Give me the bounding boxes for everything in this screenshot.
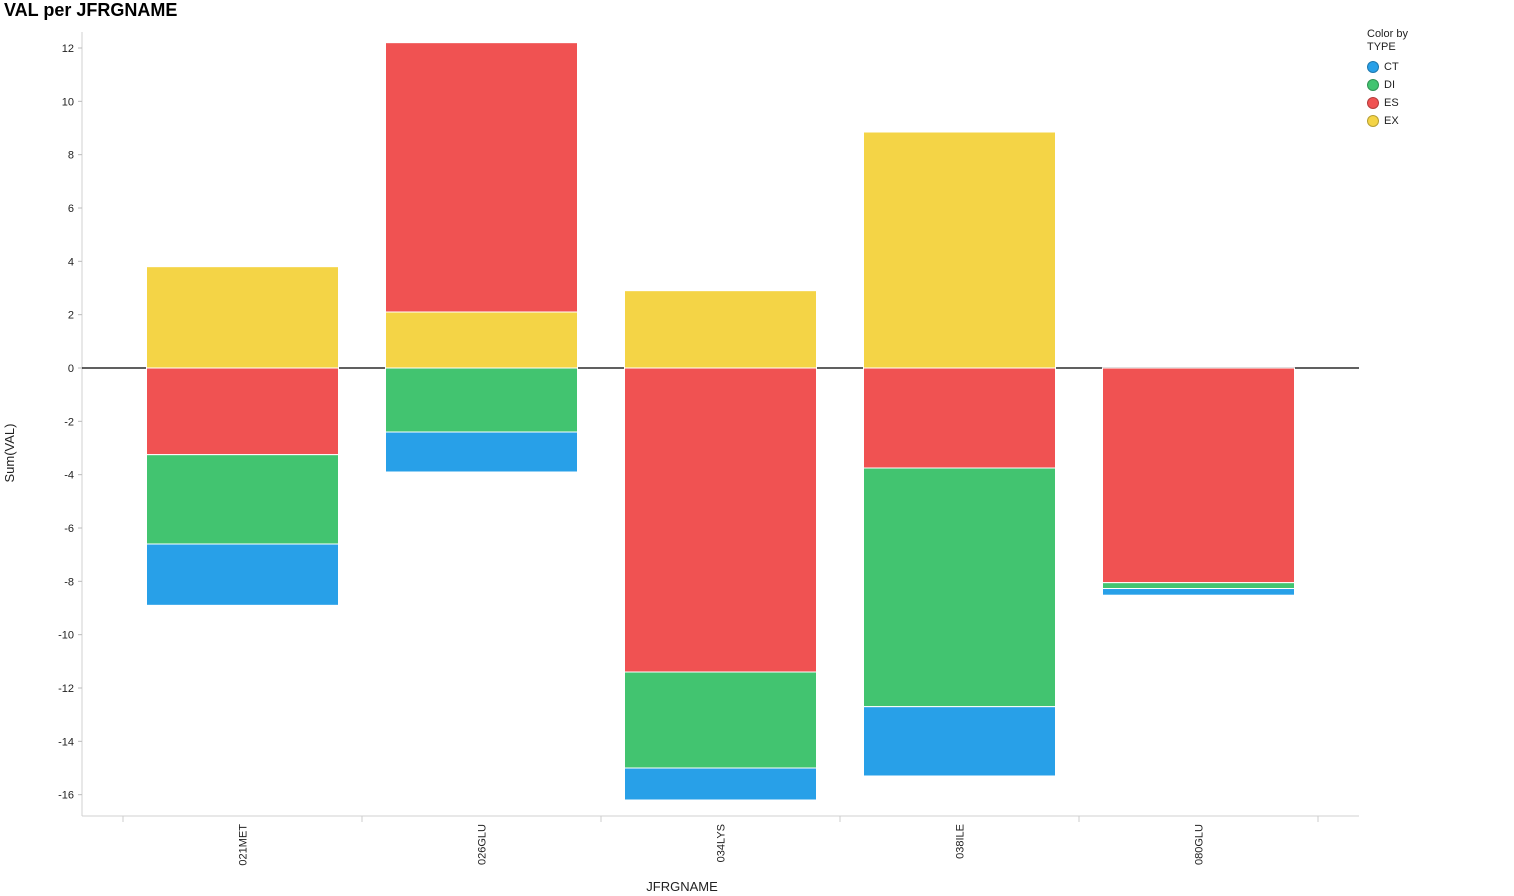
x-tick-label: 038ILE [955, 824, 967, 859]
y-tick-label: -16 [58, 790, 74, 802]
y-tick-label: 2 [68, 310, 74, 322]
bar-segment-di [385, 367, 578, 433]
y-tick-label: -12 [58, 683, 74, 695]
legend-items: CT DI ES EX [1367, 58, 1408, 130]
legend-label: DI [1384, 79, 1395, 91]
y-axis-title: Sum(VAL) [2, 424, 17, 483]
legend-label: ES [1384, 97, 1399, 109]
x-tick-label: 021MET [238, 824, 250, 866]
legend-swatch [1367, 79, 1379, 91]
x-tick-label: 026GLU [477, 824, 489, 865]
bar-segment-ex [385, 311, 578, 369]
x-tick-label: 034LYS [716, 824, 728, 862]
legend: Color by TYPE CT DI ES EX [1367, 28, 1408, 130]
bar-segment-ct [146, 543, 339, 606]
y-tick-label: -8 [64, 576, 74, 588]
legend-item-es[interactable]: ES [1367, 94, 1408, 112]
y-tick-label: -14 [58, 736, 74, 748]
chart-title: VAL per JFRGNAME [4, 0, 178, 20]
legend-swatch [1367, 115, 1379, 127]
bar-segment-di [1102, 582, 1295, 590]
bar-segment-ct [385, 431, 578, 473]
legend-title: Color by TYPE [1367, 28, 1408, 54]
bar-segment-ex [863, 131, 1056, 369]
legend-title-line: Color by [1367, 28, 1408, 40]
legend-label: EX [1384, 115, 1399, 127]
x-axis-title: JFRGNAME [646, 879, 718, 894]
bar-segment-ex [624, 290, 817, 369]
bar-segment-ct [1102, 588, 1295, 596]
legend-title-line: TYPE [1367, 41, 1396, 53]
legend-item-di[interactable]: DI [1367, 76, 1408, 94]
chart-labels: 12 10 8 6 4 2 0 -2 -4 -6 -8 -10 -12 -14 -16 021MET 026GL… [2, 43, 1206, 894]
legend-swatch [1367, 61, 1379, 73]
bar-segment-es [1102, 367, 1295, 584]
bar-segment-di [146, 454, 339, 545]
y-tick-label: 10 [62, 96, 74, 108]
y-tick-label: -2 [64, 416, 74, 428]
bar-segment-ex [146, 266, 339, 369]
legend-item-ex[interactable]: EX [1367, 112, 1408, 130]
y-tick-label: 4 [68, 256, 74, 268]
bar-segment-di [624, 671, 817, 769]
legend-item-ct[interactable]: CT [1367, 58, 1408, 76]
y-tick-label: 6 [68, 203, 74, 215]
y-tick-label: -4 [64, 470, 74, 482]
bar-segment-di [863, 467, 1056, 708]
y-tick-label: 12 [62, 43, 74, 55]
y-tick-label: 0 [68, 363, 74, 375]
chart-bars [146, 42, 1295, 801]
y-tick-label: 8 [68, 150, 74, 162]
legend-swatch [1367, 97, 1379, 109]
bar-segment-es [863, 367, 1056, 469]
bar-segment-es [385, 42, 578, 313]
y-tick-label: -10 [58, 630, 74, 642]
x-tick-label: 080GLU [1194, 824, 1206, 865]
legend-label: CT [1384, 61, 1399, 73]
bar-segment-ct [624, 767, 817, 801]
bar-segment-es [624, 367, 817, 673]
y-tick-label: -6 [64, 523, 74, 535]
bar-segment-ct [863, 706, 1056, 777]
bar-segment-es [146, 367, 339, 456]
